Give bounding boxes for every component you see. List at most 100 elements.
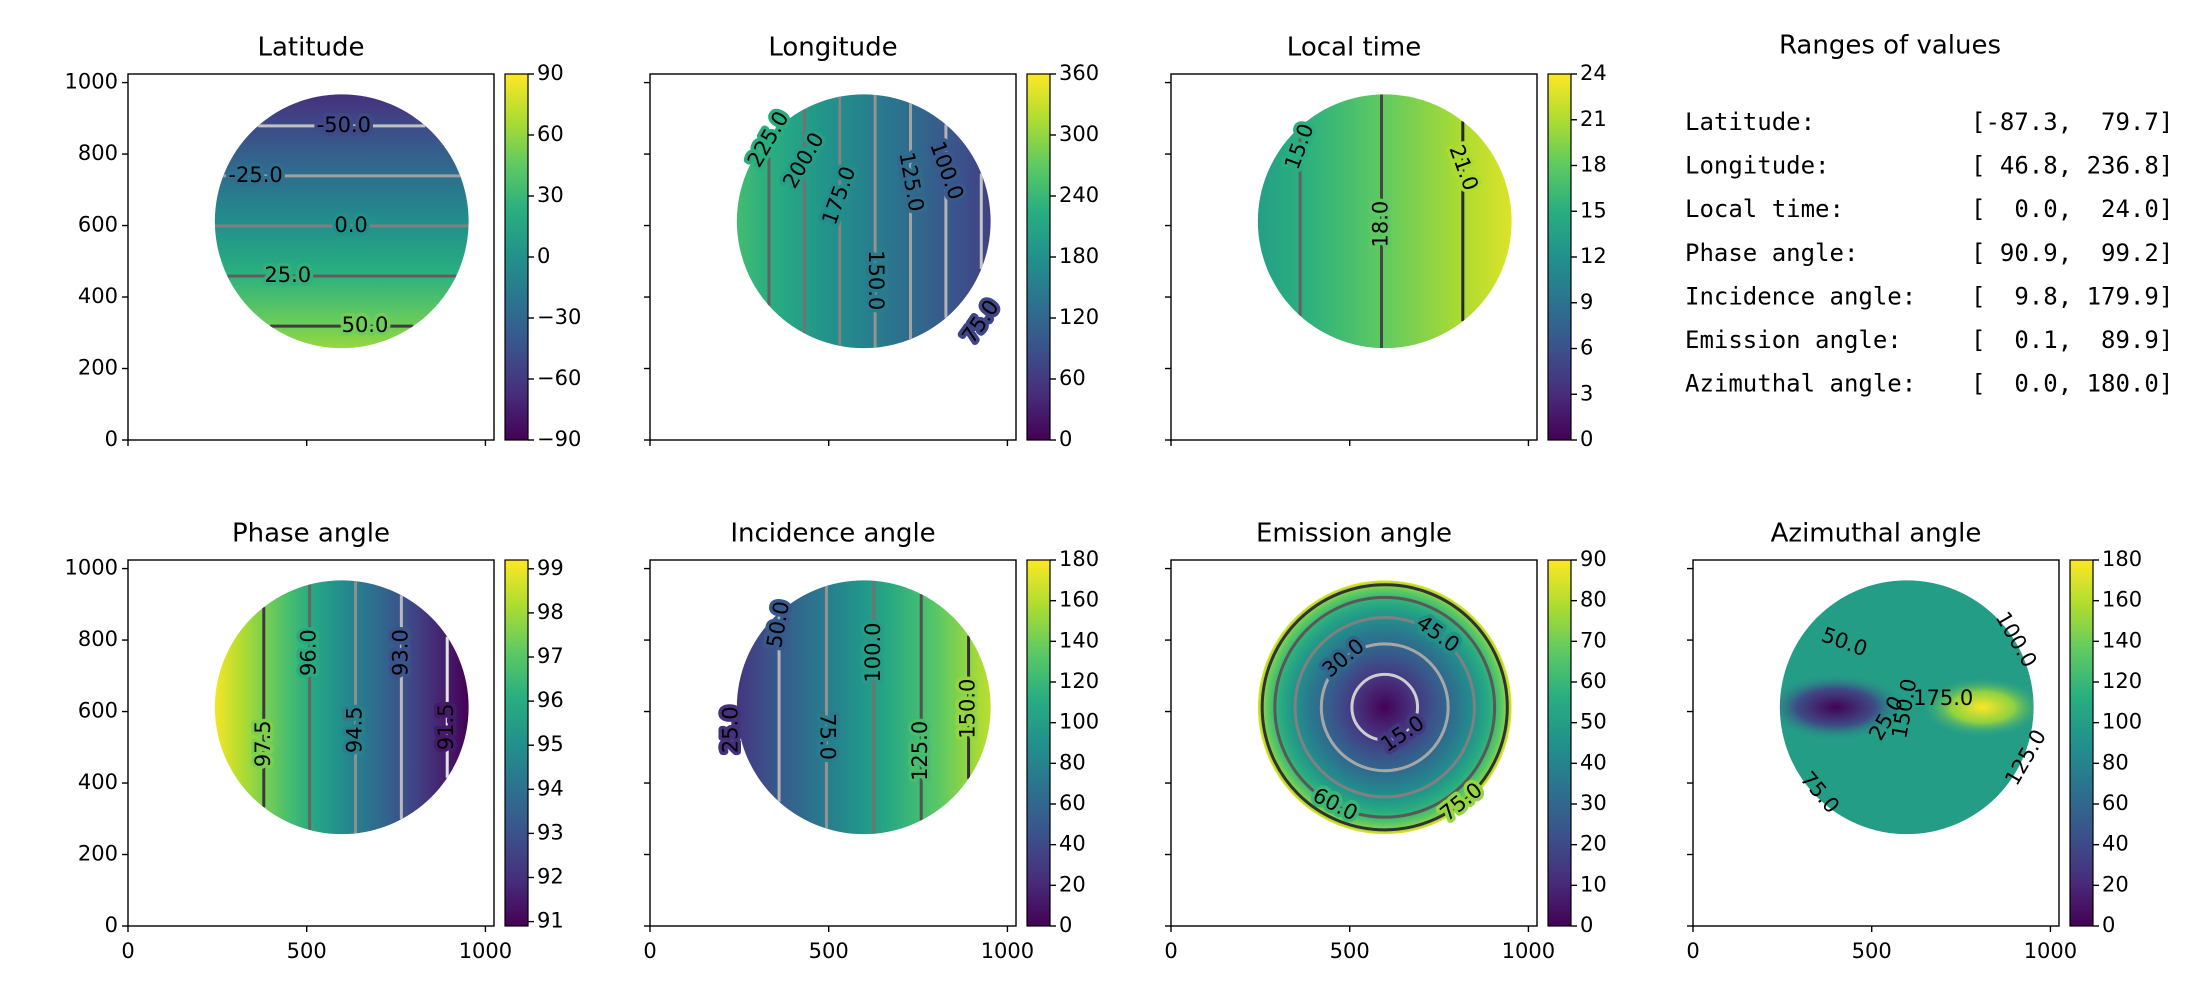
x-tick-label: 0 — [643, 939, 656, 963]
colorbar-tick-label: 180 — [1059, 547, 1099, 571]
colorbar-tick-label: 93 — [537, 820, 564, 844]
y-tick-label: 1000 — [65, 556, 118, 580]
colorbar-tick-label: 12 — [1580, 244, 1607, 268]
colorbar-tick-label: 95 — [537, 732, 564, 756]
panel: Longitude225.0200.0175.0150.0125.0100.07… — [644, 33, 1099, 451]
contour-label: 25.0 — [264, 263, 311, 287]
y-tick-label: 600 — [78, 213, 118, 237]
panel-title: Phase angle — [232, 519, 390, 549]
panel-title: Emission angle — [1256, 519, 1452, 549]
colorbar-tick-label: 90 — [1580, 547, 1607, 571]
contour-line — [1350, 672, 1420, 742]
colorbar-tick-label: 3 — [1580, 381, 1593, 405]
x-tick-label: 500 — [1330, 939, 1370, 963]
range-min: 9.8 — [2014, 282, 2057, 310]
bracket: [ — [1971, 282, 1985, 310]
colorbar — [1547, 559, 1572, 927]
y-tick-label: 1000 — [65, 70, 118, 94]
axes-frame — [127, 559, 495, 927]
ranges-title: Ranges of values — [1779, 31, 2001, 61]
bracket: [ — [1971, 239, 1985, 267]
range-min: -87.3 — [1985, 108, 2057, 136]
colorbar-tick-label: 140 — [1059, 628, 1099, 652]
colorbar-tick-label: 10 — [1580, 872, 1607, 896]
colorbar-tick-label: 20 — [2102, 872, 2129, 896]
colorbar-tick-label: 92 — [537, 864, 564, 888]
colorbar-tick-label: 99 — [537, 556, 564, 580]
field-blob — [1779, 673, 1908, 742]
y-tick-label: 0 — [105, 913, 118, 937]
contour-labels: -50.0 -25.0 0.0 25.0 50.0 — [225, 109, 392, 340]
colorbar-tick-label: 60 — [1580, 669, 1607, 693]
contour-label: 75.0 — [957, 295, 1003, 347]
field — [214, 580, 469, 835]
contour-label: 150.0 — [956, 679, 980, 739]
contour-label: 150.0 — [864, 250, 888, 310]
axes-frame — [1692, 559, 2060, 927]
field — [1257, 94, 1512, 349]
colorbar-tick-label: 160 — [1059, 588, 1099, 612]
x-tick-label: 0 — [121, 939, 134, 963]
colorbar-tick-label: 96 — [537, 688, 564, 712]
contour-label: 175.0 — [1913, 686, 1973, 710]
axes-frame — [127, 73, 495, 441]
colorbar-tick-label: 120 — [1059, 669, 1099, 693]
contour-line — [1319, 642, 1450, 773]
colorbar-tick-label: 0 — [1059, 427, 1072, 451]
colorbar — [1026, 73, 1051, 441]
panel: Phase angle 91.5 93.0 94.5 96.0 97.5 0 500 1000 0… — [65, 519, 564, 964]
contour-label: 50.0 — [342, 313, 389, 337]
colorbar-tick-label: 60 — [537, 122, 564, 146]
bracket: ] — [2159, 195, 2173, 223]
colorbar-tick-label: 24 — [1580, 61, 1607, 85]
colorbar-tick-label: 60 — [1059, 366, 1086, 390]
contour-label: 18.0 — [1368, 201, 1392, 248]
bracket: ] — [2159, 370, 2173, 398]
colorbar-tick-label: 180 — [1059, 244, 1099, 268]
colorbar-tick-label: 140 — [2102, 628, 2142, 652]
colorbar-tick-label: 100 — [1059, 710, 1099, 734]
colorbar-tick-label: 40 — [2102, 832, 2129, 856]
colorbar-tick-label: 80 — [1059, 750, 1086, 774]
colorbar-tick-label: 21 — [1580, 107, 1607, 131]
colorbar-tick-label: 300 — [1059, 122, 1099, 146]
range-max: 99.2 — [2101, 239, 2159, 267]
colorbar-tick-label: 20 — [1580, 832, 1607, 856]
axes-frame — [1170, 73, 1538, 441]
range-max: 180.0 — [2087, 370, 2159, 398]
colorbar-tick-label: 70 — [1580, 628, 1607, 652]
field — [214, 94, 469, 349]
colorbar-tick-label: 80 — [1580, 588, 1607, 612]
colorbar-tick-label: 30 — [1580, 791, 1607, 815]
contours — [767, 94, 983, 348]
contour-label: 96.0 — [297, 629, 321, 676]
contour-label: 25.0 — [719, 706, 743, 753]
colorbar-tick-label: 97 — [537, 644, 564, 668]
colorbar — [504, 559, 529, 927]
bracket: ] — [2159, 326, 2173, 354]
contour-label: 100.0 — [861, 623, 885, 683]
separator: , — [2058, 152, 2072, 180]
bracket: ] — [2159, 239, 2173, 267]
colorbar-tick-label: −90 — [537, 427, 581, 451]
colorbar-tick-label: 9 — [1580, 290, 1593, 314]
bracket: [ — [1971, 108, 1985, 136]
colorbar-tick-label: 240 — [1059, 183, 1099, 207]
colorbar-tick-label: 100 — [2102, 710, 2142, 734]
bracket: [ — [1971, 326, 1985, 354]
range-name: Azimuthal angle: — [1685, 370, 1916, 398]
range-min: 0.0 — [2014, 370, 2057, 398]
contour-label: 93.0 — [388, 629, 412, 676]
contour-label: -25.0 — [228, 163, 282, 187]
range-name: Phase angle: — [1685, 239, 1858, 267]
x-tick-label: 500 — [287, 939, 327, 963]
contour-line — [1273, 595, 1497, 819]
y-tick-label: 200 — [78, 842, 118, 866]
colorbar-tick-label: 160 — [2102, 588, 2142, 612]
bracket: ] — [2159, 282, 2173, 310]
colorbar-tick-label: 60 — [1059, 791, 1086, 815]
